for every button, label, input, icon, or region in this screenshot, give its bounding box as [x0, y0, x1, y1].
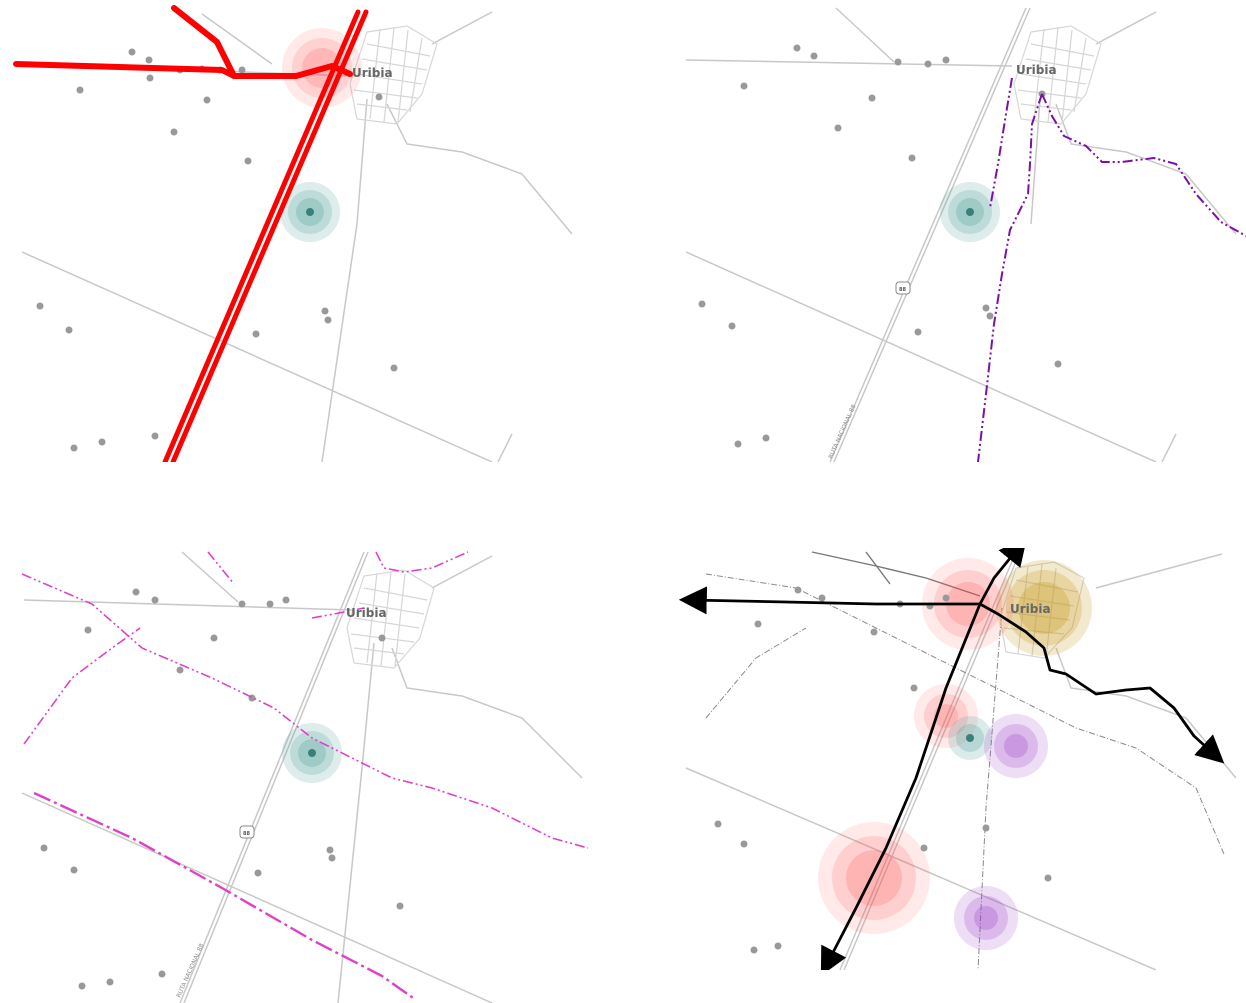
town-label: Uribia	[346, 606, 387, 620]
route-shield: 88	[239, 825, 255, 839]
town-label: Uribia	[1016, 63, 1057, 77]
purple-hotspot-upper	[984, 714, 1048, 778]
map-canvas-bottom-right: Uribia	[678, 548, 1237, 970]
svg-text:88: 88	[243, 831, 250, 837]
faint-dashed-routes	[705, 573, 1225, 970]
map-panel-bottom-left: 88 RUTA NACIONAL 88 Uribia	[12, 548, 596, 1003]
red-route-lines	[13, 5, 369, 462]
teal-hotspot	[282, 723, 342, 783]
town-label: Uribia	[352, 66, 393, 80]
gray-routes	[811, 551, 981, 597]
map-panel-top-right: 88 RUTA NACIONAL 88 Uribia	[676, 4, 1246, 462]
purple-hotspot-lower	[954, 886, 1018, 950]
svg-text:88: 88	[899, 287, 906, 293]
poi-markers	[40, 588, 404, 990]
town-label: Uribia	[1010, 602, 1051, 616]
map-canvas-top-right: 88 RUTA NACIONAL 88 Uribia	[685, 7, 1246, 462]
road-name-label: RUTA NACIONAL 88	[827, 403, 857, 459]
purple-route	[977, 77, 1246, 462]
town-grid	[349, 25, 438, 125]
teal-hotspot	[940, 182, 1000, 242]
town-grid	[346, 569, 435, 669]
magenta-route-heavy	[33, 791, 417, 1001]
road-name-label: RUTA NACIONAL 88	[175, 942, 205, 998]
route-shield: 88	[895, 281, 911, 295]
map-canvas-top-left: Uribia	[13, 5, 573, 462]
poi-markers	[36, 48, 398, 452]
gold-hotspot	[996, 560, 1092, 656]
teal-hotspot	[280, 182, 340, 242]
map-panel-top-left: Uribia	[12, 4, 596, 462]
black-routes	[678, 548, 1225, 970]
map-canvas-bottom-left: 88 RUTA NACIONAL 88 Uribia	[21, 551, 589, 1003]
poi-markers	[698, 44, 1062, 448]
basemap-roads	[685, 7, 1237, 462]
basemap-roads	[21, 551, 583, 1003]
town-grid	[999, 561, 1085, 659]
town-grid	[1013, 25, 1102, 125]
teal-hotspot	[948, 716, 992, 760]
magenta-routes	[21, 551, 589, 849]
map-panel-bottom-right: Uribia	[676, 548, 1246, 970]
red-hotspot-large-bottom	[818, 822, 930, 934]
